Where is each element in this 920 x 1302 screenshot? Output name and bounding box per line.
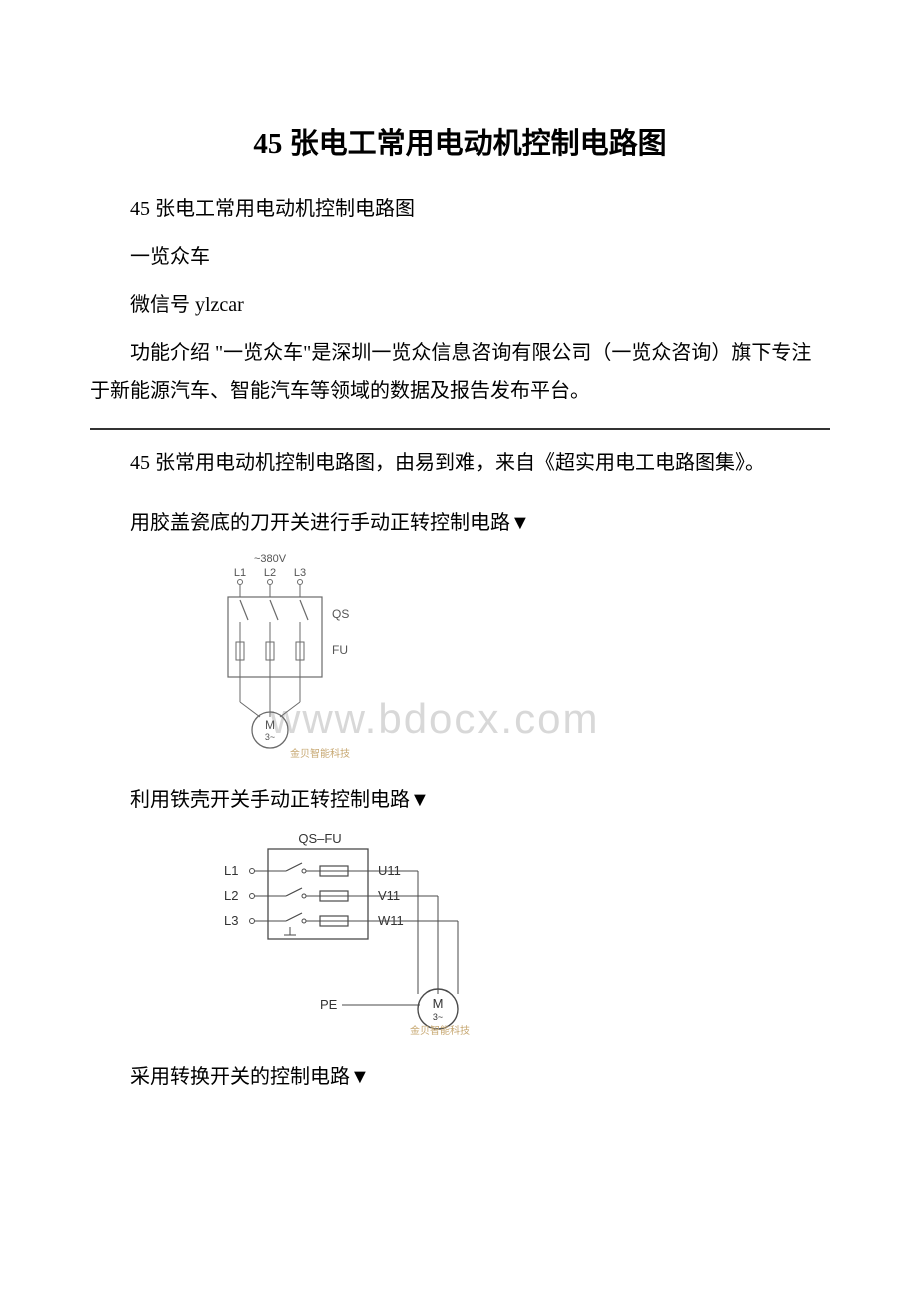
svg-text:QS–FU: QS–FU: [298, 831, 341, 846]
diagram1: ~380V L1 L2 L3 QS FU M3~ 金贝智能科技: [220, 552, 830, 767]
svg-text:L1: L1: [234, 567, 246, 579]
diagram3-caption: 采用转换开关的控制电路▼: [90, 1058, 830, 1096]
intro-paragraph: 功能介绍 "一览众车"是深圳一览众信息咨询有限公司（一览众咨询）旗下专注于新能源…: [90, 334, 830, 410]
svg-text:L2: L2: [264, 567, 276, 579]
svg-text:L3: L3: [294, 567, 306, 579]
svg-text:3~: 3~: [265, 732, 275, 742]
wechat-line: 微信号 ylzcar: [90, 286, 830, 324]
diagram2-caption: 利用铁壳开关手动正转控制电路▼: [90, 781, 830, 819]
svg-text:3~: 3~: [433, 1012, 443, 1022]
source-line: 一览众车: [90, 238, 830, 276]
svg-text:M: M: [433, 996, 444, 1011]
diagram1-caption: 用胶盖瓷底的刀开关进行手动正转控制电路▼: [90, 504, 830, 542]
svg-text:FU: FU: [332, 643, 348, 657]
svg-text:金贝智能科技: 金贝智能科技: [410, 1024, 470, 1037]
subtitle-line: 45 张电工常用电动机控制电路图: [90, 190, 830, 228]
svg-text:M: M: [265, 718, 275, 732]
divider: [90, 428, 830, 430]
body-paragraph: 45 张常用电动机控制电路图，由易到难，来自《超实用电工电路图集》。: [90, 444, 830, 482]
svg-text:~380V: ~380V: [254, 553, 287, 565]
svg-text:L3: L3: [224, 913, 238, 928]
svg-text:L2: L2: [224, 888, 238, 903]
diagram2: QS–FUL1U11L2V11L3W11PEM3~金贝智能科技: [220, 829, 830, 1044]
svg-text:PE: PE: [320, 997, 338, 1012]
svg-text:L1: L1: [224, 863, 238, 878]
svg-text:QS: QS: [332, 607, 349, 621]
svg-text:金贝智能科技: 金贝智能科技: [290, 747, 350, 760]
page-title: 45 张电工常用电动机控制电路图: [90, 120, 830, 162]
